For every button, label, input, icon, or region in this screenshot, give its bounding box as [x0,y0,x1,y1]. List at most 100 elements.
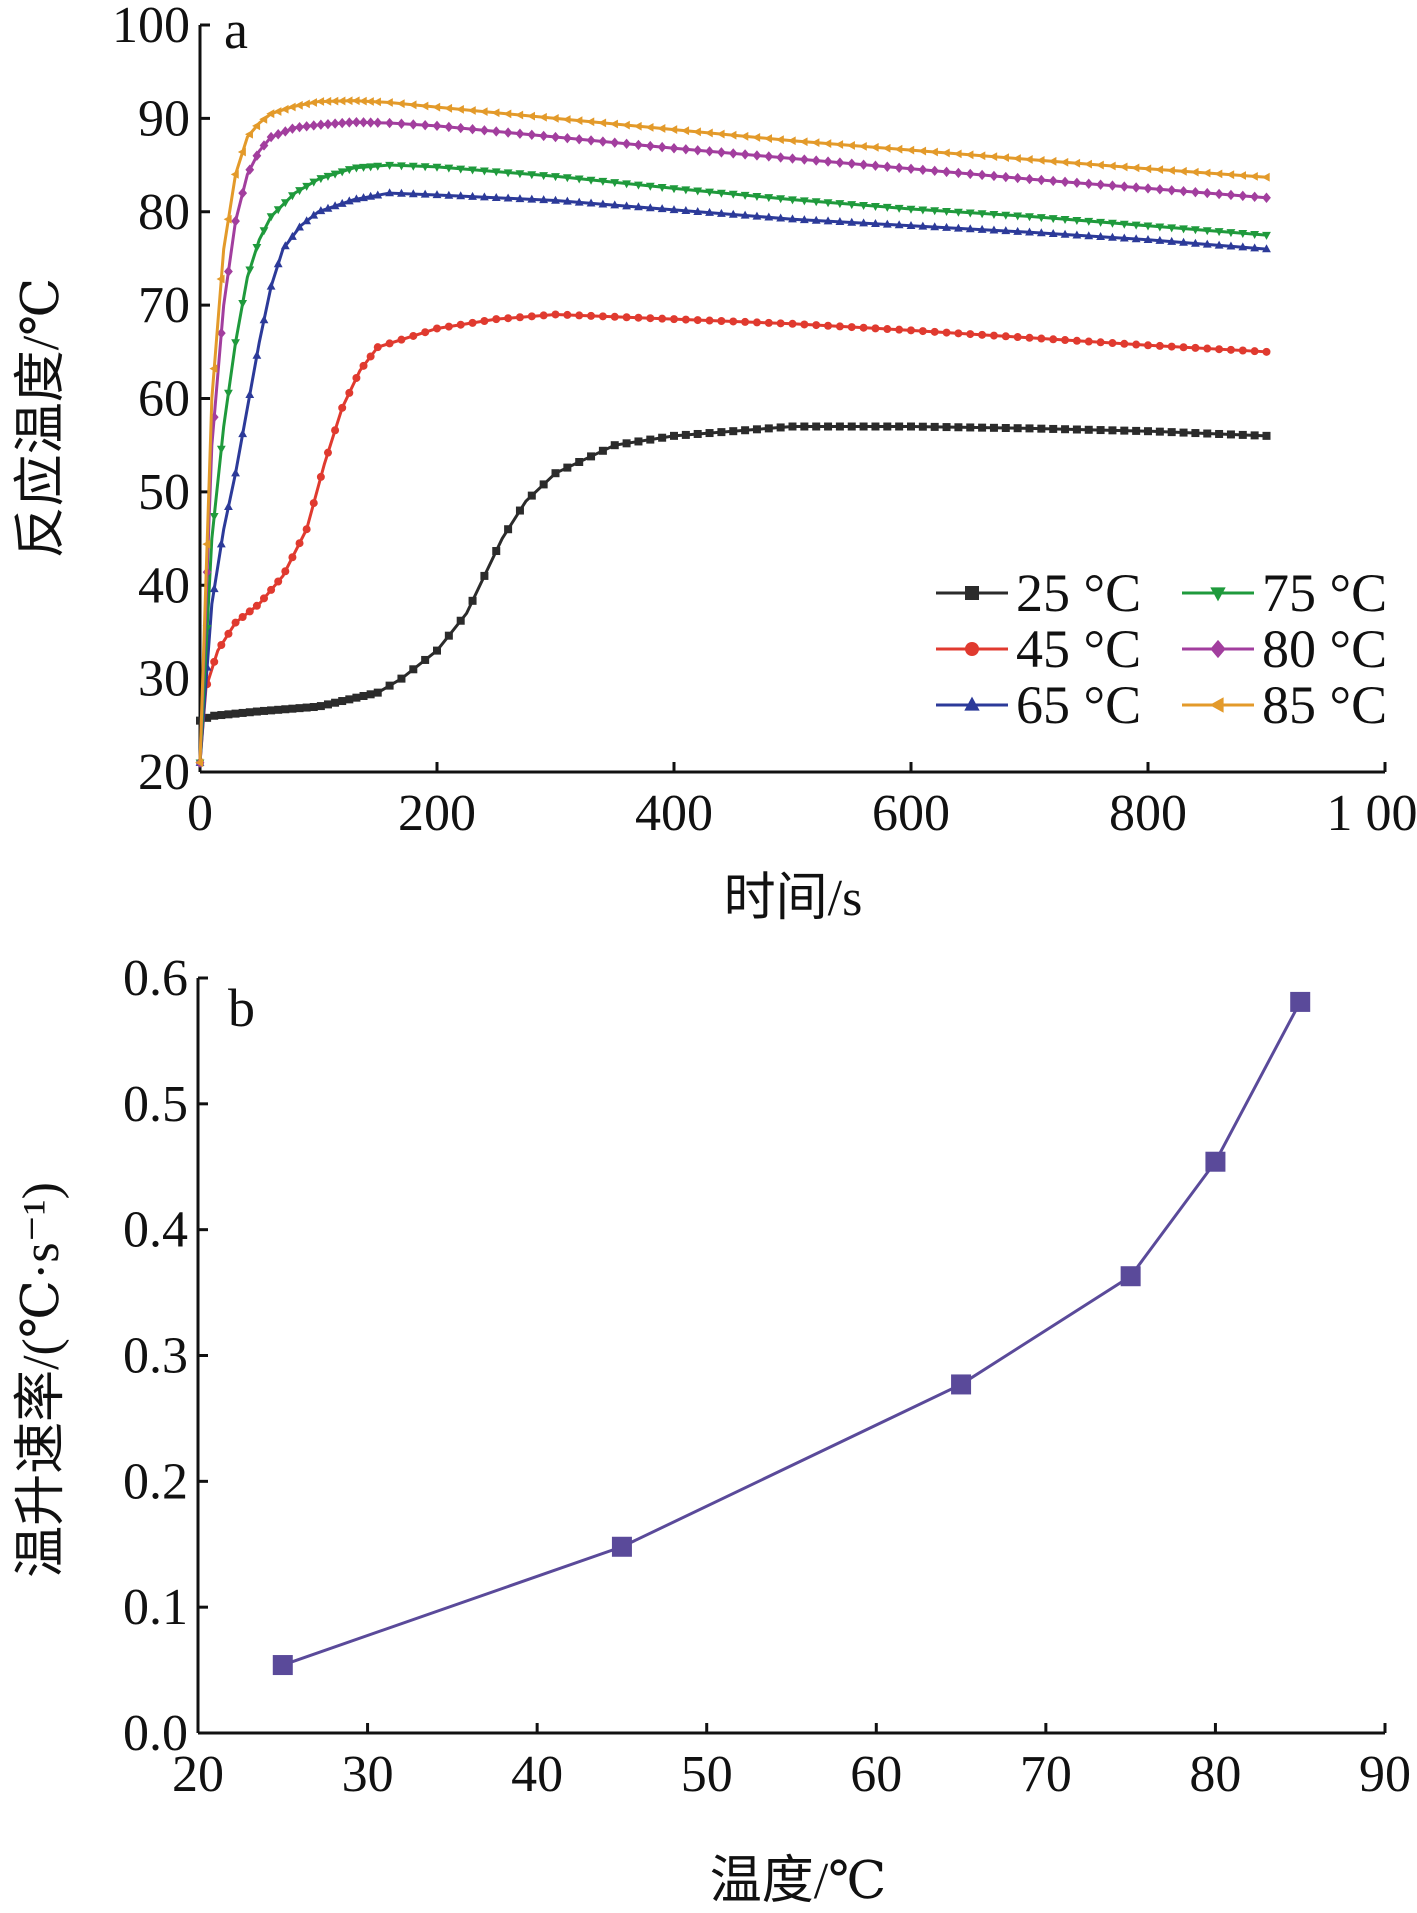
data-point [586,176,596,185]
data-point [824,422,833,431]
data-point [728,190,738,199]
data-point [835,157,845,168]
data-point [799,215,809,224]
data-point [433,646,441,655]
data-point [681,430,690,439]
data-point [267,585,276,594]
data-point [1191,343,1200,352]
data-point [1144,427,1152,436]
data-point [230,170,239,179]
data-point [337,198,347,207]
data-point [835,322,844,331]
data-point [657,183,667,192]
data-point [598,118,607,128]
data-point [776,423,785,432]
data-point [645,122,654,132]
data-point [1084,217,1094,226]
series-85c [195,96,1270,768]
data-point [562,132,572,144]
panel-b-y-tick-label: 0.0 [123,1705,188,1762]
data-point [1250,347,1259,356]
data-point [316,119,326,130]
data-point [705,188,714,197]
data-point [740,191,750,200]
data-point [681,144,691,155]
data-point [432,120,442,132]
data-point [646,314,655,323]
data-point [492,547,501,556]
data-point [316,175,326,184]
data-point [622,313,631,322]
data-point [224,266,233,277]
data-point [907,326,915,335]
panel-b-y-tick-label: 0.2 [123,1453,188,1510]
data-point [480,192,489,201]
data-point [1108,426,1117,435]
data-point [1108,180,1117,191]
data-point [1083,159,1092,169]
data-point [634,313,643,322]
data-point [259,315,269,324]
data-point [551,469,560,478]
data-point [281,567,290,576]
data-point [1084,337,1093,346]
data-point [586,198,596,207]
data-point [693,429,702,438]
data-point [337,168,347,177]
data-point [1037,334,1046,343]
data-point [1024,155,1033,164]
data-point [610,200,620,209]
data-point [302,703,311,712]
data-point [1226,430,1235,439]
data-point [1072,230,1082,239]
data-point [1202,227,1212,236]
panel-a-label: a [224,0,248,60]
data-point [669,143,679,154]
data-point [951,1374,972,1395]
data-point [352,373,361,382]
panel-b-x-tick-label: 70 [1020,1746,1072,1803]
data-point [622,180,631,189]
data-point [716,129,725,139]
data-point [646,435,655,444]
data-point [203,713,212,722]
data-point [906,205,916,214]
data-point [468,596,477,605]
data-point [224,710,233,719]
data-point [811,138,820,148]
series-line [282,1001,1302,1667]
series-80c [195,116,1271,768]
data-point [551,195,560,204]
data-point [366,690,375,699]
data-point [1048,156,1057,166]
data-point [681,206,691,215]
data-point [930,165,940,177]
data-point [977,210,987,219]
data-point [859,202,868,211]
data-point [1048,228,1058,237]
data-point [385,188,394,197]
data-point [622,138,631,149]
data-point [345,388,354,397]
data-point [1155,427,1164,436]
data-point [823,156,833,167]
data-point [847,323,856,332]
data-point [918,327,927,336]
panel-a-y-tick-label: 30 [138,651,190,708]
data-point [1013,424,1022,433]
data-point [245,607,254,616]
panel-a: 0 200 400 600 800 1 000 20 30 40 50 60 70 80 90 100 25… [13,0,1417,927]
data-point [895,325,904,334]
data-point [799,197,809,206]
data-point [309,120,319,131]
data-point [965,150,974,160]
data-point [1290,991,1311,1012]
data-point [1250,243,1260,252]
panel-b-axes: 20 30 40 50 60 70 80 90 0.0 0.1 0.2 0.3 0.4 0.5 0.6 [123,950,1411,1803]
data-point [740,210,750,219]
data-point [930,207,940,216]
data-point [1131,221,1141,230]
data-point [266,281,276,290]
data-point [1262,192,1271,203]
data-point [598,446,607,455]
